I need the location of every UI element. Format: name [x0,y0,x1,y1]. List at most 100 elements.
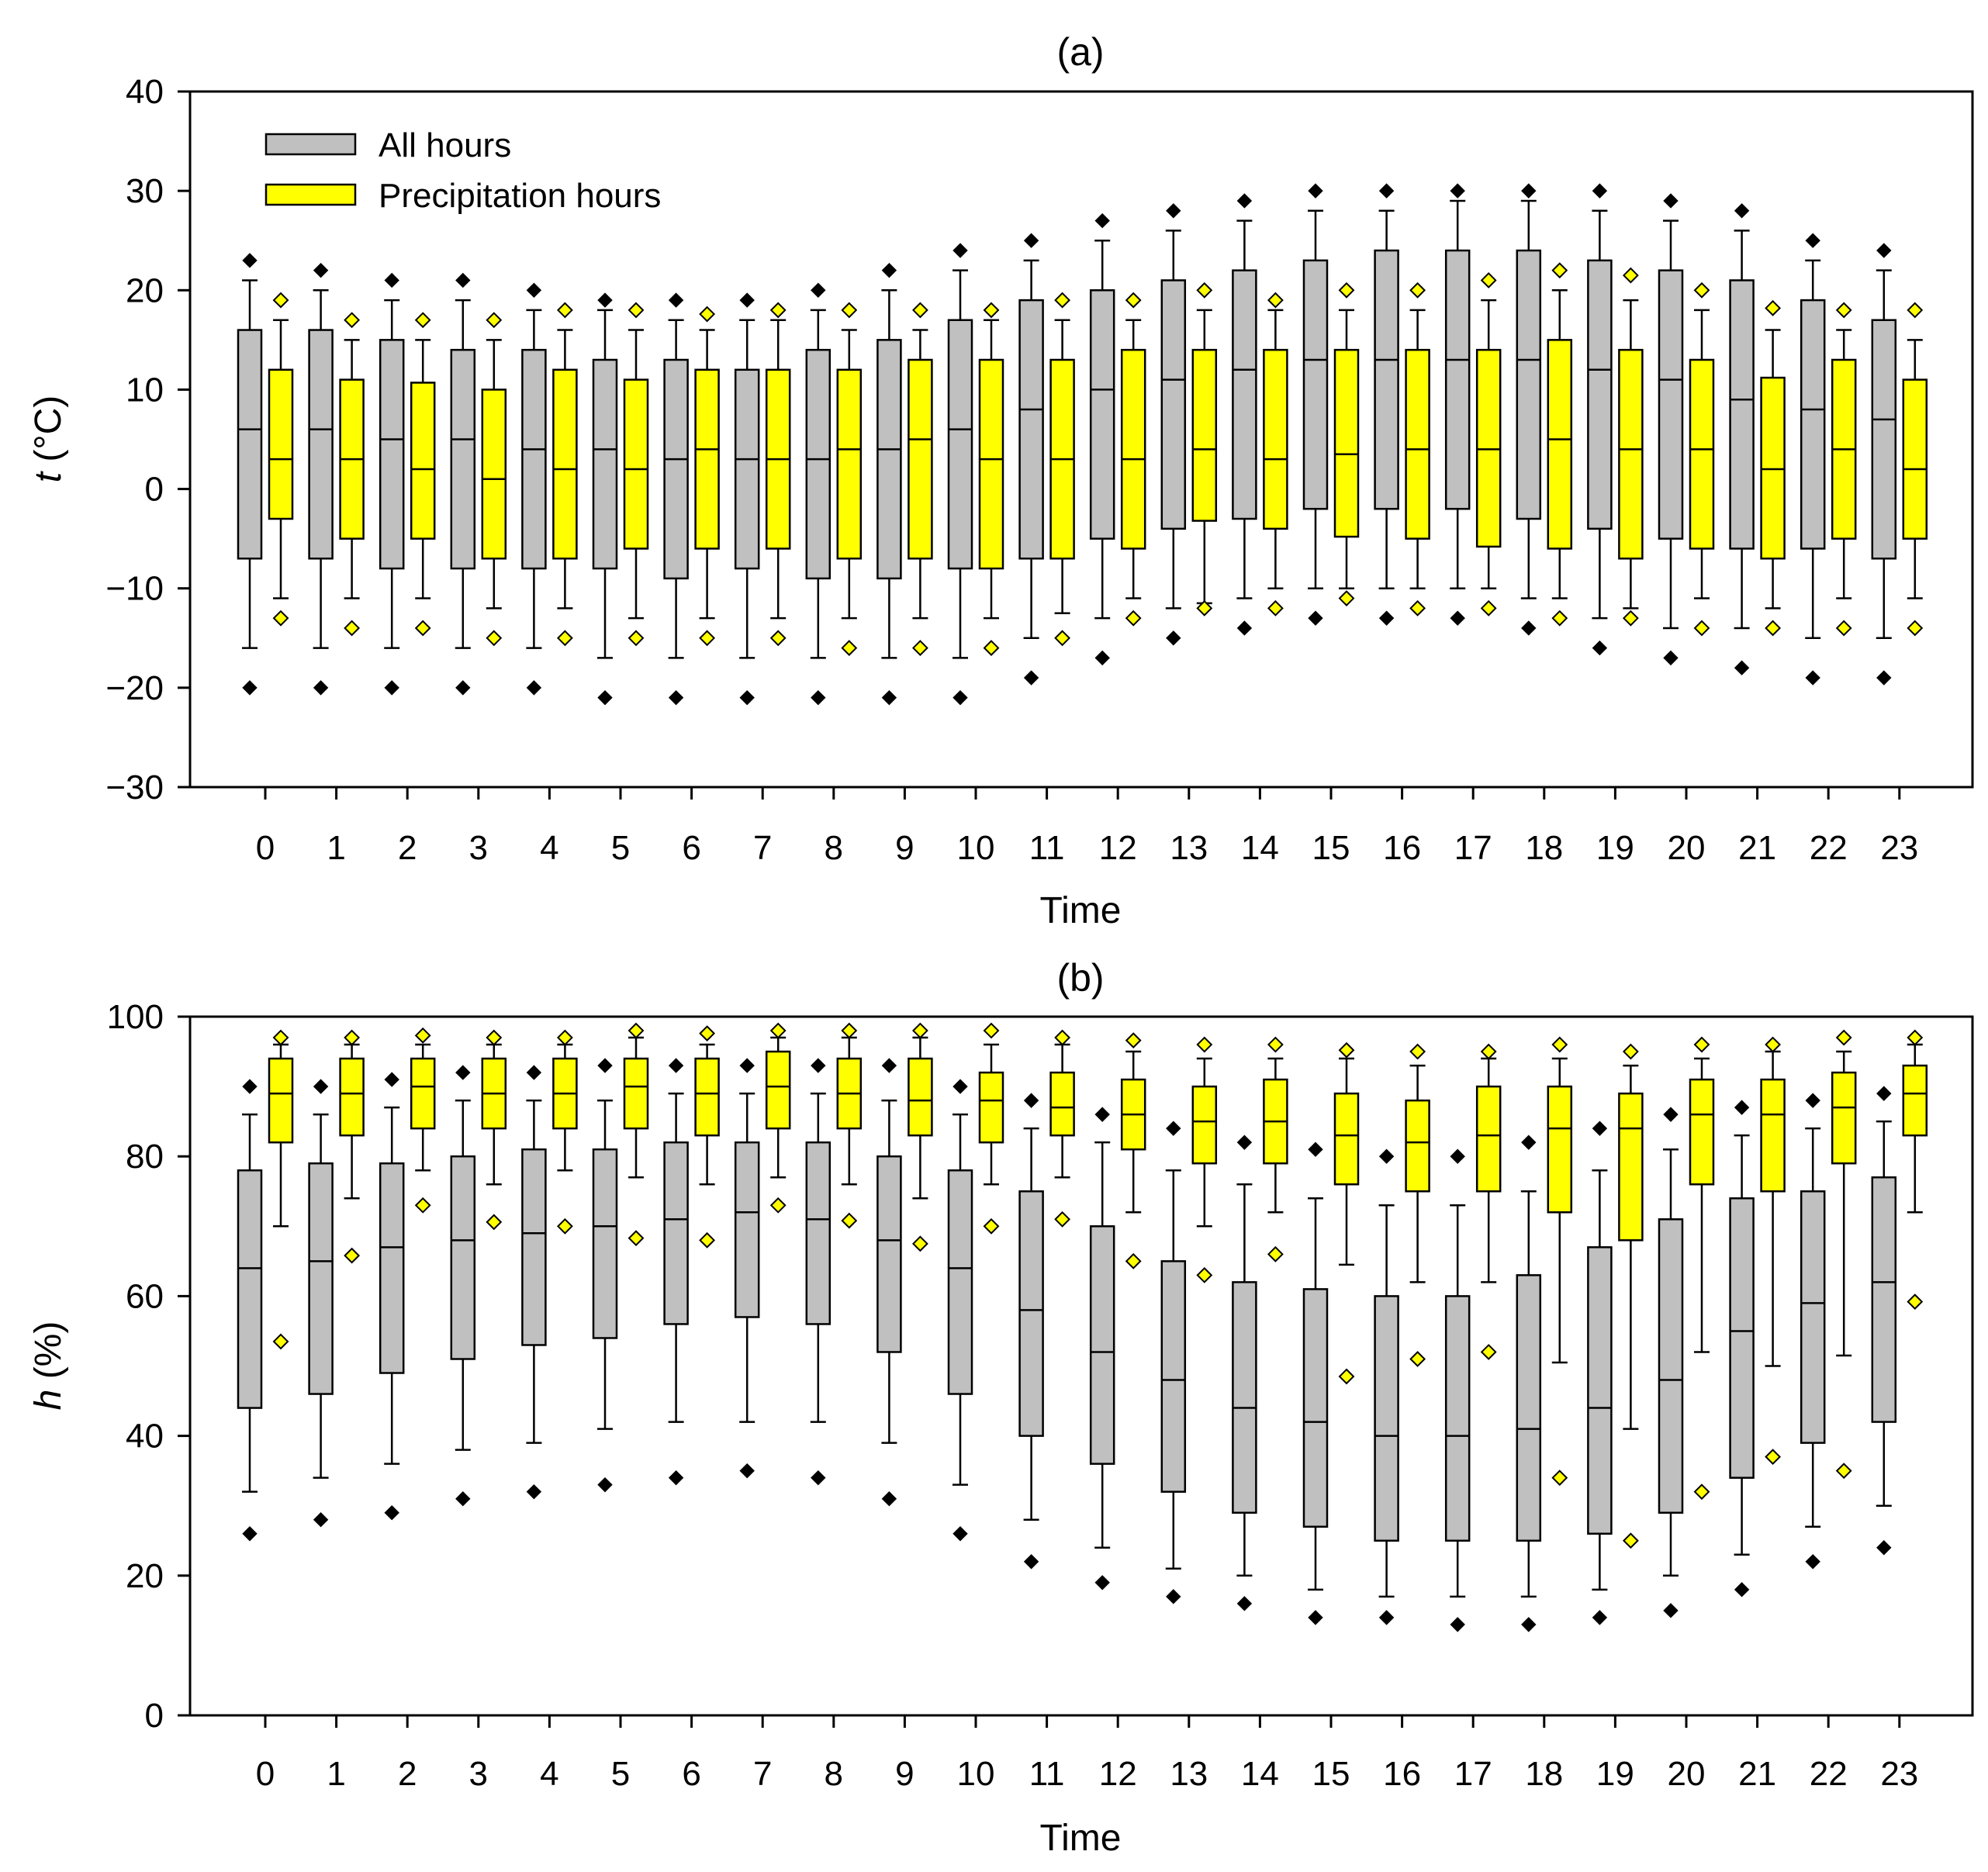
outlier-high-marker [1835,302,1852,319]
panel-b-y-tick-label: 60 [126,1277,164,1315]
outlier-high-marker [983,1022,1000,1039]
outlier-low-marker [1734,1582,1750,1597]
box-iqr [1405,1099,1430,1193]
outlier-low-marker [1521,1617,1537,1632]
box-iqr [1587,1246,1613,1535]
outlier-high-marker [313,1079,329,1094]
outlier-high-marker [841,1022,858,1039]
panel-b-x-tick-label: 8 [825,1755,843,1793]
outlier-high-marker [414,1027,431,1044]
outlier-low-marker [1338,590,1355,606]
outlier-low-marker [384,680,399,696]
outlier-low-marker [1236,620,1253,636]
outlier-low-marker [1480,1344,1497,1360]
outlier-low-marker [384,1505,399,1521]
outlier-high-marker [414,312,431,329]
panel-a-x-ticks: 0 1 2 3 4 5 6 7 8 9 10 11 12 13 14 15 16 17 18 19 20 21 22 23 [256,787,1918,867]
box-iqr [1374,1295,1399,1542]
box-iqr [876,1155,902,1353]
panel-b-x-tick-label: 11 [1029,1755,1065,1793]
panel-b-box-all-hours-hour-8 [805,1058,832,1486]
panel-a-x-tick-label: 4 [540,829,558,867]
outlier-high-marker [911,1022,928,1039]
outlier-high-marker [1166,1121,1181,1136]
panel-a-box-precipitation-hours-hour-2 [410,312,436,637]
outlier-low-marker [1166,630,1181,646]
outlier-low-marker [1338,1368,1355,1385]
panel-b-y-tick-label: 0 [145,1697,164,1735]
panel-b-boxes [237,1022,1928,1632]
box-iqr [765,1050,791,1130]
outlier-low-marker [1267,1245,1284,1262]
panel-b-x-tick-label: 13 [1170,1755,1208,1793]
panel-a-x-tick-label: 10 [957,829,995,867]
outlier-high-marker [1166,203,1181,219]
outlier-low-marker [272,1333,289,1350]
outlier-high-marker [1876,243,1892,258]
outlier-low-marker [1551,1470,1568,1487]
panel-a-y-tick-label: 40 [126,73,164,111]
panel-a-box-precipitation-hours-hour-23 [1902,302,1928,637]
box-iqr [1902,1064,1928,1137]
outlier-low-marker [699,630,716,647]
outlier-high-marker [272,292,289,309]
outlier-low-marker [1693,1483,1710,1501]
box-iqr [308,329,334,560]
outlier-high-marker [1805,1093,1820,1108]
panel-b-x-axis-label: Time [1040,1818,1122,1859]
box-iqr [1405,348,1430,540]
legend: All hours Precipitation hours [264,126,661,215]
panel-b-box-all-hours-hour-1 [308,1079,334,1528]
box-iqr [1049,1071,1075,1137]
outlier-high-marker [1450,183,1465,199]
outlier-high-marker [556,302,573,319]
outlier-low-marker [628,630,645,647]
outlier-high-marker [1480,272,1497,288]
legend-label-precipitation-hours: Precipitation hours [379,177,661,215]
outlier-high-marker [1236,1135,1253,1150]
panel-b-y-ticks: 0 20 40 60 80 100 [107,998,190,1735]
box-iqr [1729,1197,1755,1479]
outlier-high-marker [1450,1148,1465,1164]
outlier-high-marker [699,306,716,323]
outlier-low-marker [739,1463,755,1479]
outlier-low-marker [1663,1603,1679,1618]
outlier-low-marker [699,1231,716,1249]
outlier-high-marker [597,1058,613,1073]
outlier-high-marker [1663,193,1679,209]
panel-a-box-all-hours-hour-7 [734,292,760,706]
outlier-low-marker [1308,610,1323,626]
panel-a-box-precipitation-hours-hour-15 [1333,281,1360,606]
outlier-low-marker [1480,599,1497,617]
outlier-high-marker [1267,292,1284,309]
box-iqr [237,1169,263,1409]
box-iqr [1120,348,1146,550]
panel-a-x-tick-label: 23 [1880,829,1918,867]
box-iqr [623,378,649,550]
outlier-low-marker [739,689,755,706]
outlier-low-marker [313,1512,329,1528]
panel-b-y-axis-unit: (%) [28,1321,69,1390]
outlier-low-marker [1166,1589,1181,1604]
panel-a-x-tick-label: 21 [1738,829,1776,867]
box-iqr [410,382,436,540]
box-iqr [1232,1281,1257,1514]
panel-b-box-precipitation-hours-hour-0 [268,1029,294,1350]
outlier-low-marker [1765,1449,1782,1466]
panel-a-box-all-hours-hour-15 [1302,183,1329,626]
outlier-high-marker [455,1065,471,1080]
outlier-low-marker [1125,610,1142,627]
panel-b-box-all-hours-hour-6 [663,1058,689,1486]
outlier-high-marker [811,282,826,298]
panel-a-y-axis-unit: (°C) [28,395,69,472]
panel-b-box-precipitation-hours-hour-22 [1831,1029,1857,1480]
panel-a-box-all-hours-hour-13 [1160,203,1187,646]
panel-b-y-tick-label: 80 [126,1138,164,1176]
box-iqr [521,1148,547,1346]
box-iqr [876,339,902,580]
panel-a-box-precipitation-hours-hour-5 [623,302,649,647]
panel-a-x-tick-label: 9 [895,829,914,867]
box-iqr [663,358,689,580]
box-iqr [734,1141,760,1318]
panel-b-x-tick-label: 1 [327,1755,345,1793]
